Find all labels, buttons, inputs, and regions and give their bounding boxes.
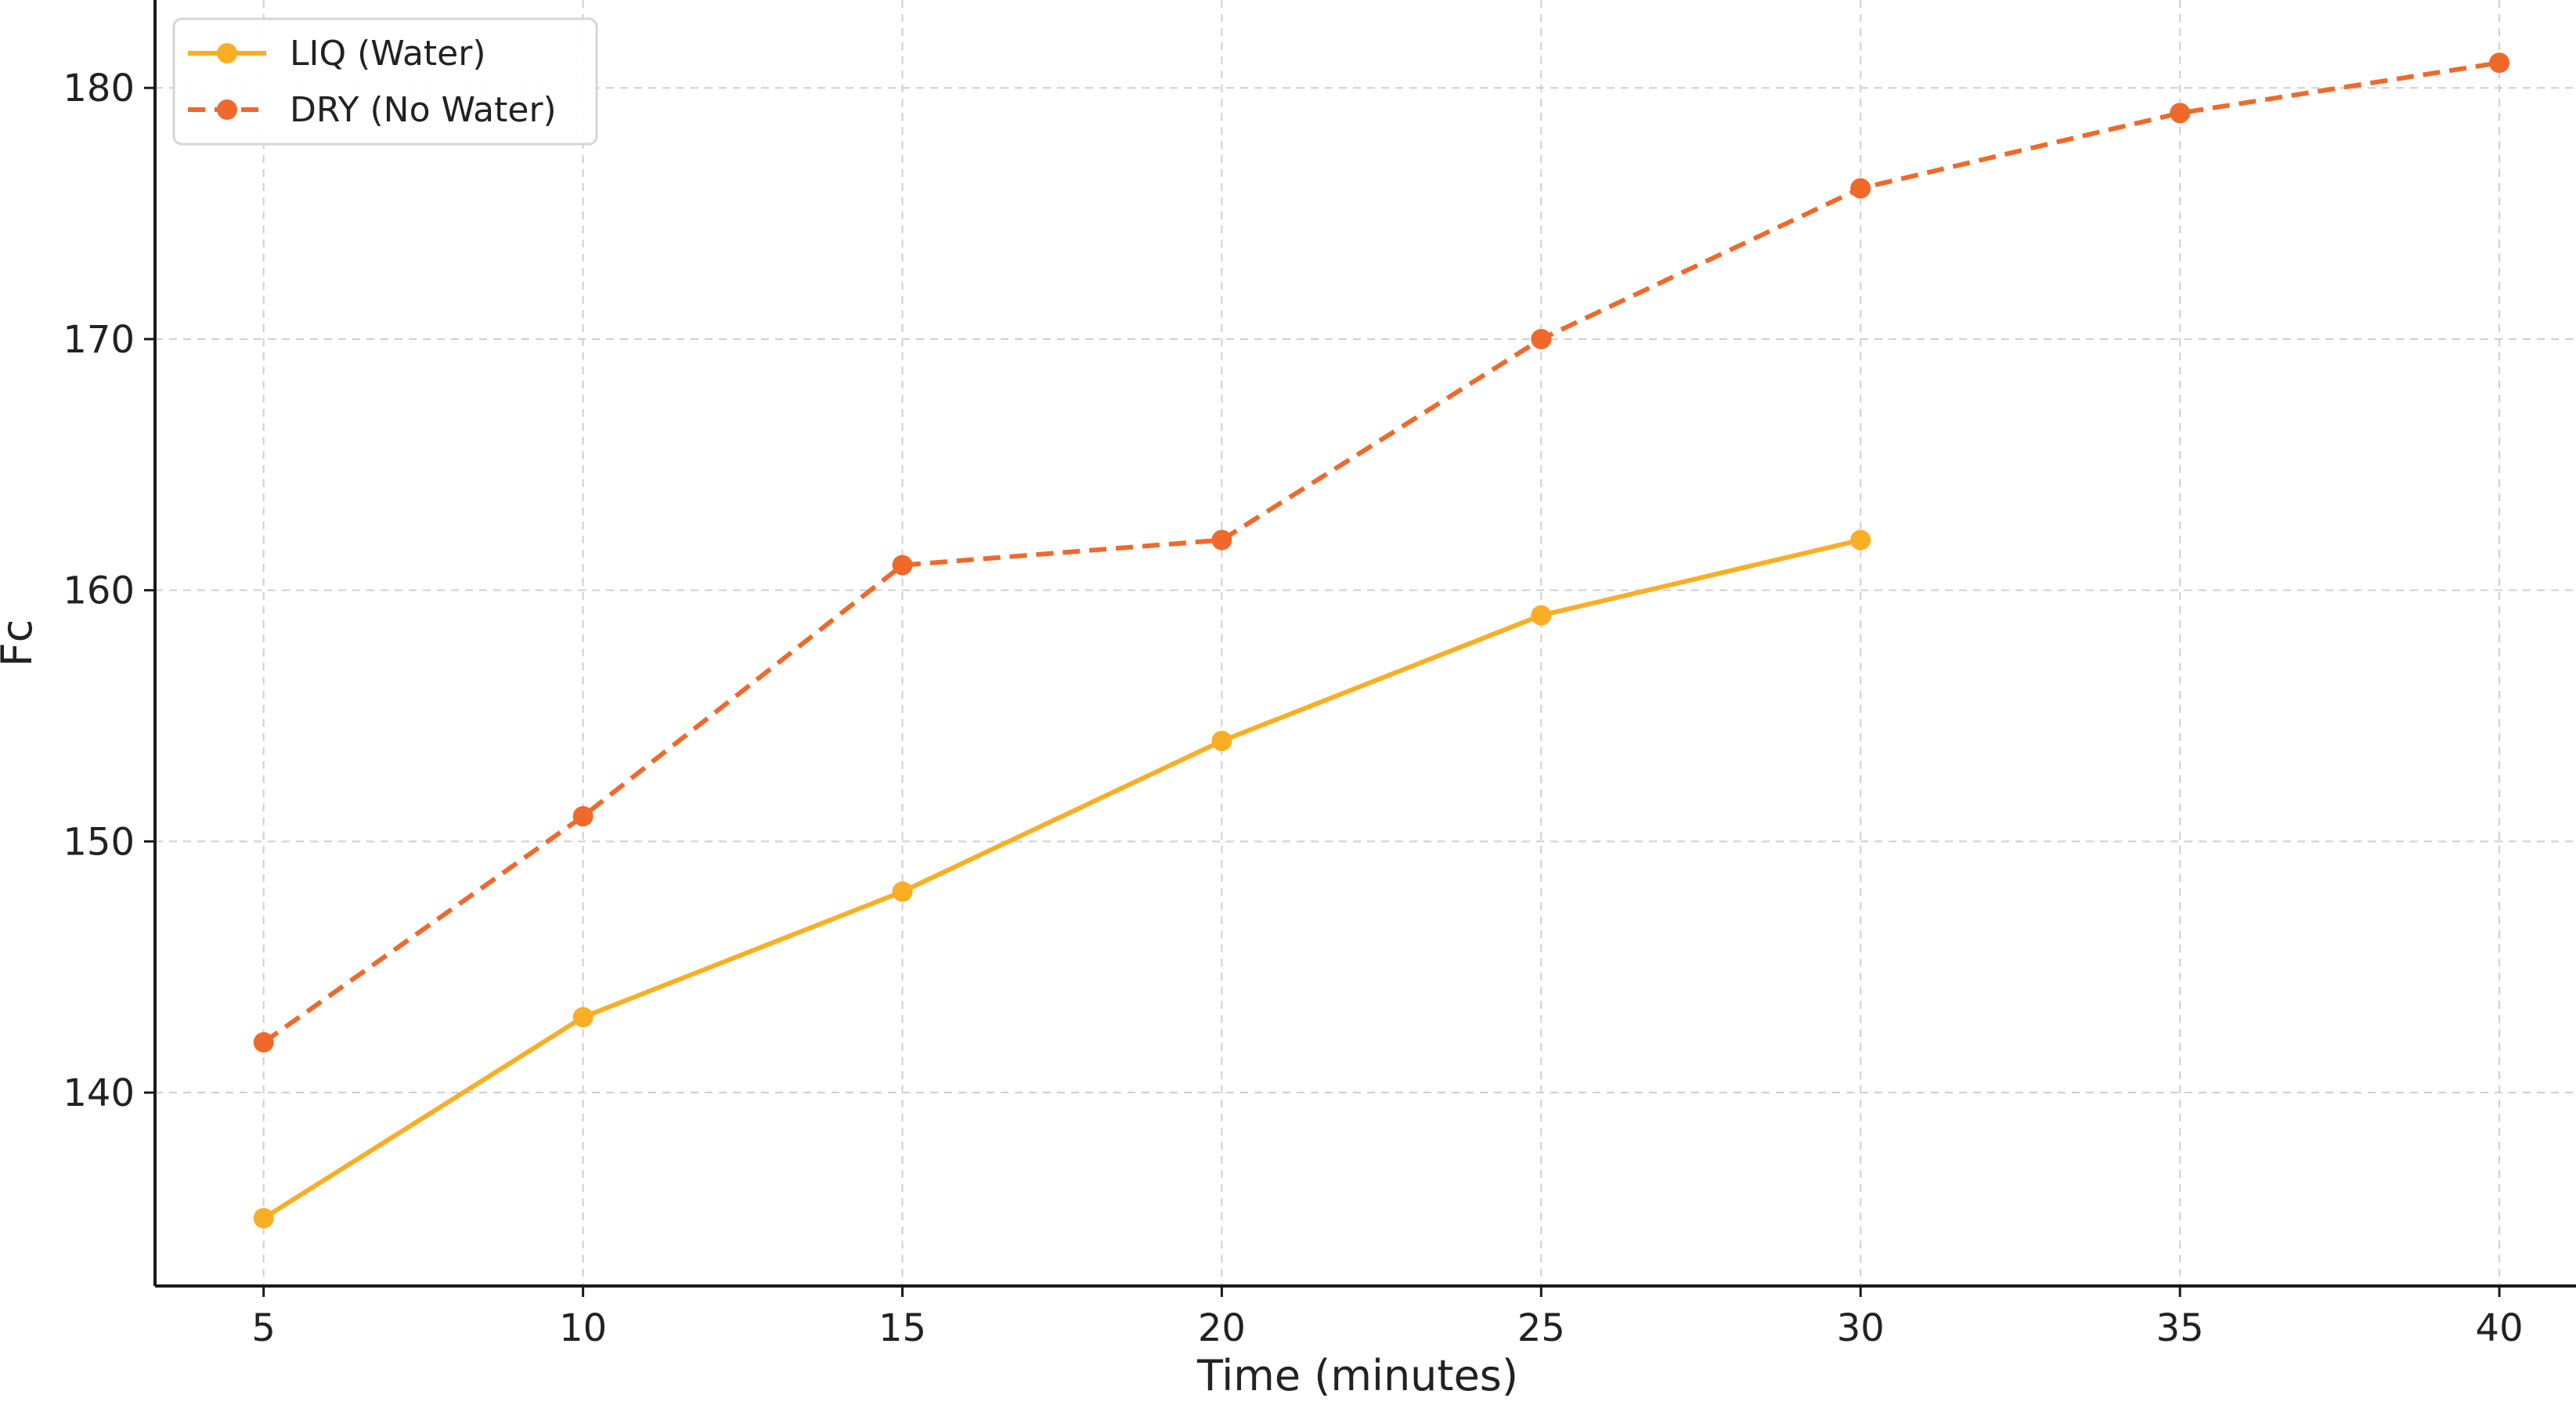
y-tick-label: 150	[63, 820, 135, 864]
x-tick-label: 15	[879, 1306, 926, 1350]
data-point-1	[254, 1032, 274, 1053]
x-tick-label: 10	[559, 1306, 607, 1350]
data-point-1	[893, 555, 913, 576]
data-point-0	[254, 1208, 274, 1228]
data-point-1	[573, 806, 593, 826]
x-tick-label: 40	[2476, 1306, 2524, 1350]
x-tick-label: 5	[251, 1306, 276, 1350]
data-point-0	[573, 1007, 593, 1028]
x-tick-label: 25	[1517, 1306, 1565, 1350]
data-point-1	[2489, 52, 2509, 73]
data-point-0	[1531, 605, 1551, 626]
y-tick-label: 180	[63, 67, 135, 110]
data-point-0	[1211, 731, 1232, 751]
data-point-0	[893, 881, 913, 901]
data-point-1	[1531, 329, 1551, 349]
data-point-0	[1850, 530, 1871, 551]
series-line-0	[264, 540, 1861, 1219]
y-axis-label: Fc	[0, 620, 41, 667]
data-point-1	[1211, 530, 1232, 551]
legend-label-0: LIQ (Water)	[290, 34, 486, 74]
legend-marker-0	[217, 43, 237, 63]
y-tick-label: 160	[63, 569, 135, 613]
legend-marker-1	[217, 99, 237, 120]
series-line-1	[264, 63, 2499, 1042]
y-tick-label: 140	[63, 1071, 135, 1115]
y-tick-label: 170	[63, 318, 135, 362]
data-point-1	[1850, 179, 1871, 199]
series-layer	[254, 52, 2509, 1228]
x-tick-label: 20	[1198, 1306, 1246, 1350]
grid-layer	[155, 0, 2576, 1286]
x-tick-label: 30	[1837, 1306, 1885, 1350]
x-tick-label: 35	[2156, 1306, 2204, 1350]
axes-layer: 5 10 15 20 25 30 35 40 140 150 160 170 180	[63, 0, 2576, 1350]
legend-label-1: DRY (No Water)	[290, 90, 557, 130]
legend: LIQ (Water) DRY (No Water)	[174, 19, 597, 144]
x-axis-label: Time (minutes)	[1196, 1351, 1518, 1400]
data-point-1	[2170, 103, 2190, 123]
